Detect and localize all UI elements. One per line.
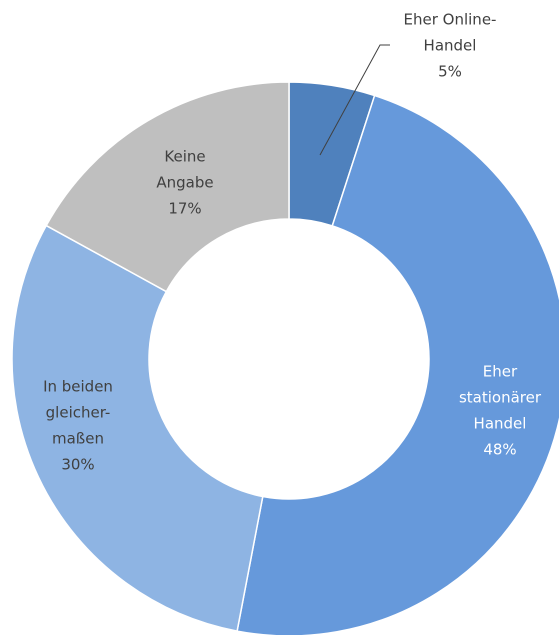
value-label: 30% xyxy=(61,456,94,474)
slice-label: stationärer xyxy=(459,389,542,407)
slice xyxy=(45,81,290,293)
slice xyxy=(236,94,559,635)
slice-label: Eher Online- xyxy=(404,11,497,29)
value-label: 5% xyxy=(438,63,462,81)
value-label: 48% xyxy=(483,441,516,459)
leader-line xyxy=(319,44,390,156)
slice-label: Handel xyxy=(474,415,527,433)
slice-label: Eher xyxy=(483,363,518,381)
slice-label: Handel xyxy=(424,37,477,55)
slice-label: gleicher- xyxy=(46,404,111,422)
value-label: 17% xyxy=(168,200,201,218)
slice-label: Angabe xyxy=(156,174,213,192)
slice-label: maßen xyxy=(52,430,104,448)
slice-label: In beiden xyxy=(43,378,113,396)
slice-label: Keine xyxy=(164,148,205,166)
slice xyxy=(11,224,264,632)
